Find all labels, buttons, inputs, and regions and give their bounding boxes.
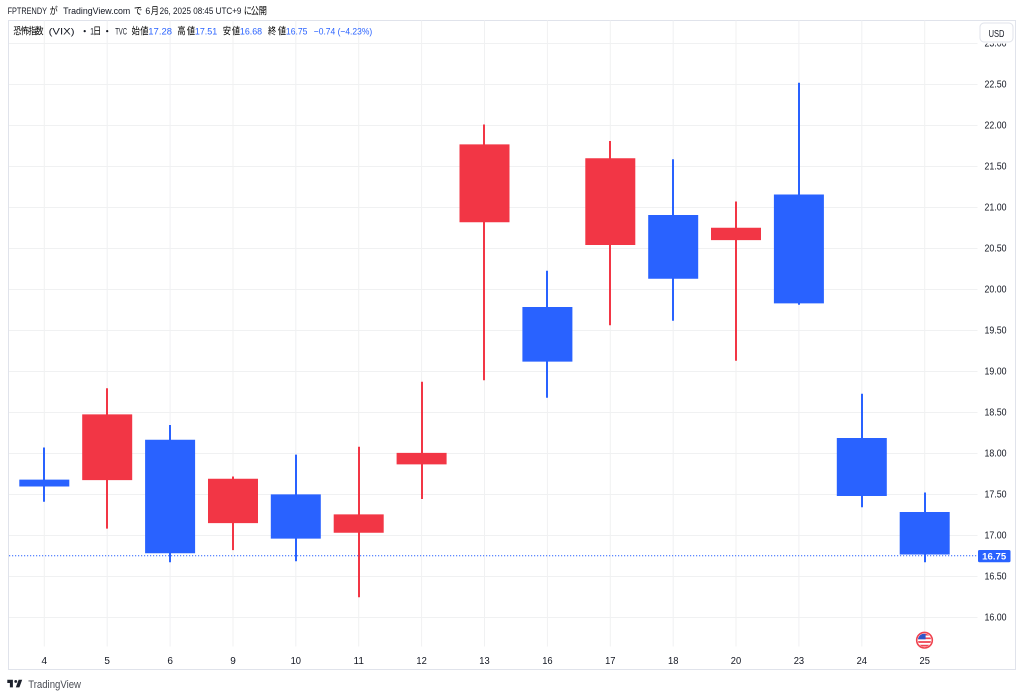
svg-text:20.50: 20.50 bbox=[984, 244, 1006, 255]
svg-text:11: 11 bbox=[354, 656, 365, 667]
svg-text:USD: USD bbox=[989, 29, 1005, 40]
svg-text:16: 16 bbox=[542, 656, 553, 667]
svg-text:24: 24 bbox=[857, 656, 868, 667]
svg-text:17.51: 17.51 bbox=[195, 25, 217, 36]
svg-text:16.75: 16.75 bbox=[286, 25, 308, 36]
svg-text:10: 10 bbox=[291, 656, 302, 667]
svg-text:12: 12 bbox=[416, 656, 427, 667]
svg-text:20.00: 20.00 bbox=[984, 285, 1006, 296]
svg-text:18.50: 18.50 bbox=[984, 408, 1006, 419]
svg-text:16.00: 16.00 bbox=[984, 613, 1006, 624]
svg-text:21.00: 21.00 bbox=[984, 203, 1006, 214]
svg-text:16.75: 16.75 bbox=[982, 552, 1006, 562]
svg-text:13: 13 bbox=[479, 656, 490, 667]
svg-text:TradingView.com: TradingView.com bbox=[63, 6, 130, 17]
svg-text:17.28: 17.28 bbox=[148, 25, 172, 36]
svg-text:22.50: 22.50 bbox=[984, 80, 1006, 91]
svg-text:25: 25 bbox=[920, 656, 931, 667]
svg-text:TradingView: TradingView bbox=[28, 679, 81, 691]
svg-text:16.50: 16.50 bbox=[984, 572, 1006, 583]
svg-text:1: 1 bbox=[90, 25, 94, 36]
svg-text:6: 6 bbox=[167, 656, 173, 667]
svg-text:(VIX): (VIX) bbox=[49, 25, 75, 36]
svg-text:5: 5 bbox=[104, 656, 110, 667]
svg-text:19.00: 19.00 bbox=[984, 367, 1006, 378]
svg-text:22.00: 22.00 bbox=[984, 121, 1006, 132]
svg-text:17.50: 17.50 bbox=[984, 490, 1006, 501]
svg-text:−0.74 (−4.23%): −0.74 (−4.23%) bbox=[314, 25, 372, 36]
svg-text:FPTRENDY: FPTRENDY bbox=[8, 6, 48, 17]
svg-text:19.50: 19.50 bbox=[984, 326, 1006, 337]
svg-text:9: 9 bbox=[230, 656, 236, 667]
svg-text:6: 6 bbox=[145, 6, 150, 17]
svg-text:23: 23 bbox=[794, 656, 805, 667]
svg-text:17.00: 17.00 bbox=[984, 531, 1006, 542]
svg-text:21.50: 21.50 bbox=[984, 162, 1006, 173]
svg-text:18: 18 bbox=[668, 656, 679, 667]
svg-text:16.68: 16.68 bbox=[240, 25, 262, 36]
svg-text:18.00: 18.00 bbox=[984, 449, 1006, 460]
svg-text:4: 4 bbox=[42, 656, 48, 667]
svg-text:17: 17 bbox=[605, 656, 616, 667]
svg-text:26, 2025 08:45 UTC+9: 26, 2025 08:45 UTC+9 bbox=[160, 6, 242, 17]
svg-text:23.00: 23.00 bbox=[984, 39, 1006, 50]
svg-text:TVC: TVC bbox=[115, 25, 127, 36]
svg-text:20: 20 bbox=[731, 656, 742, 667]
